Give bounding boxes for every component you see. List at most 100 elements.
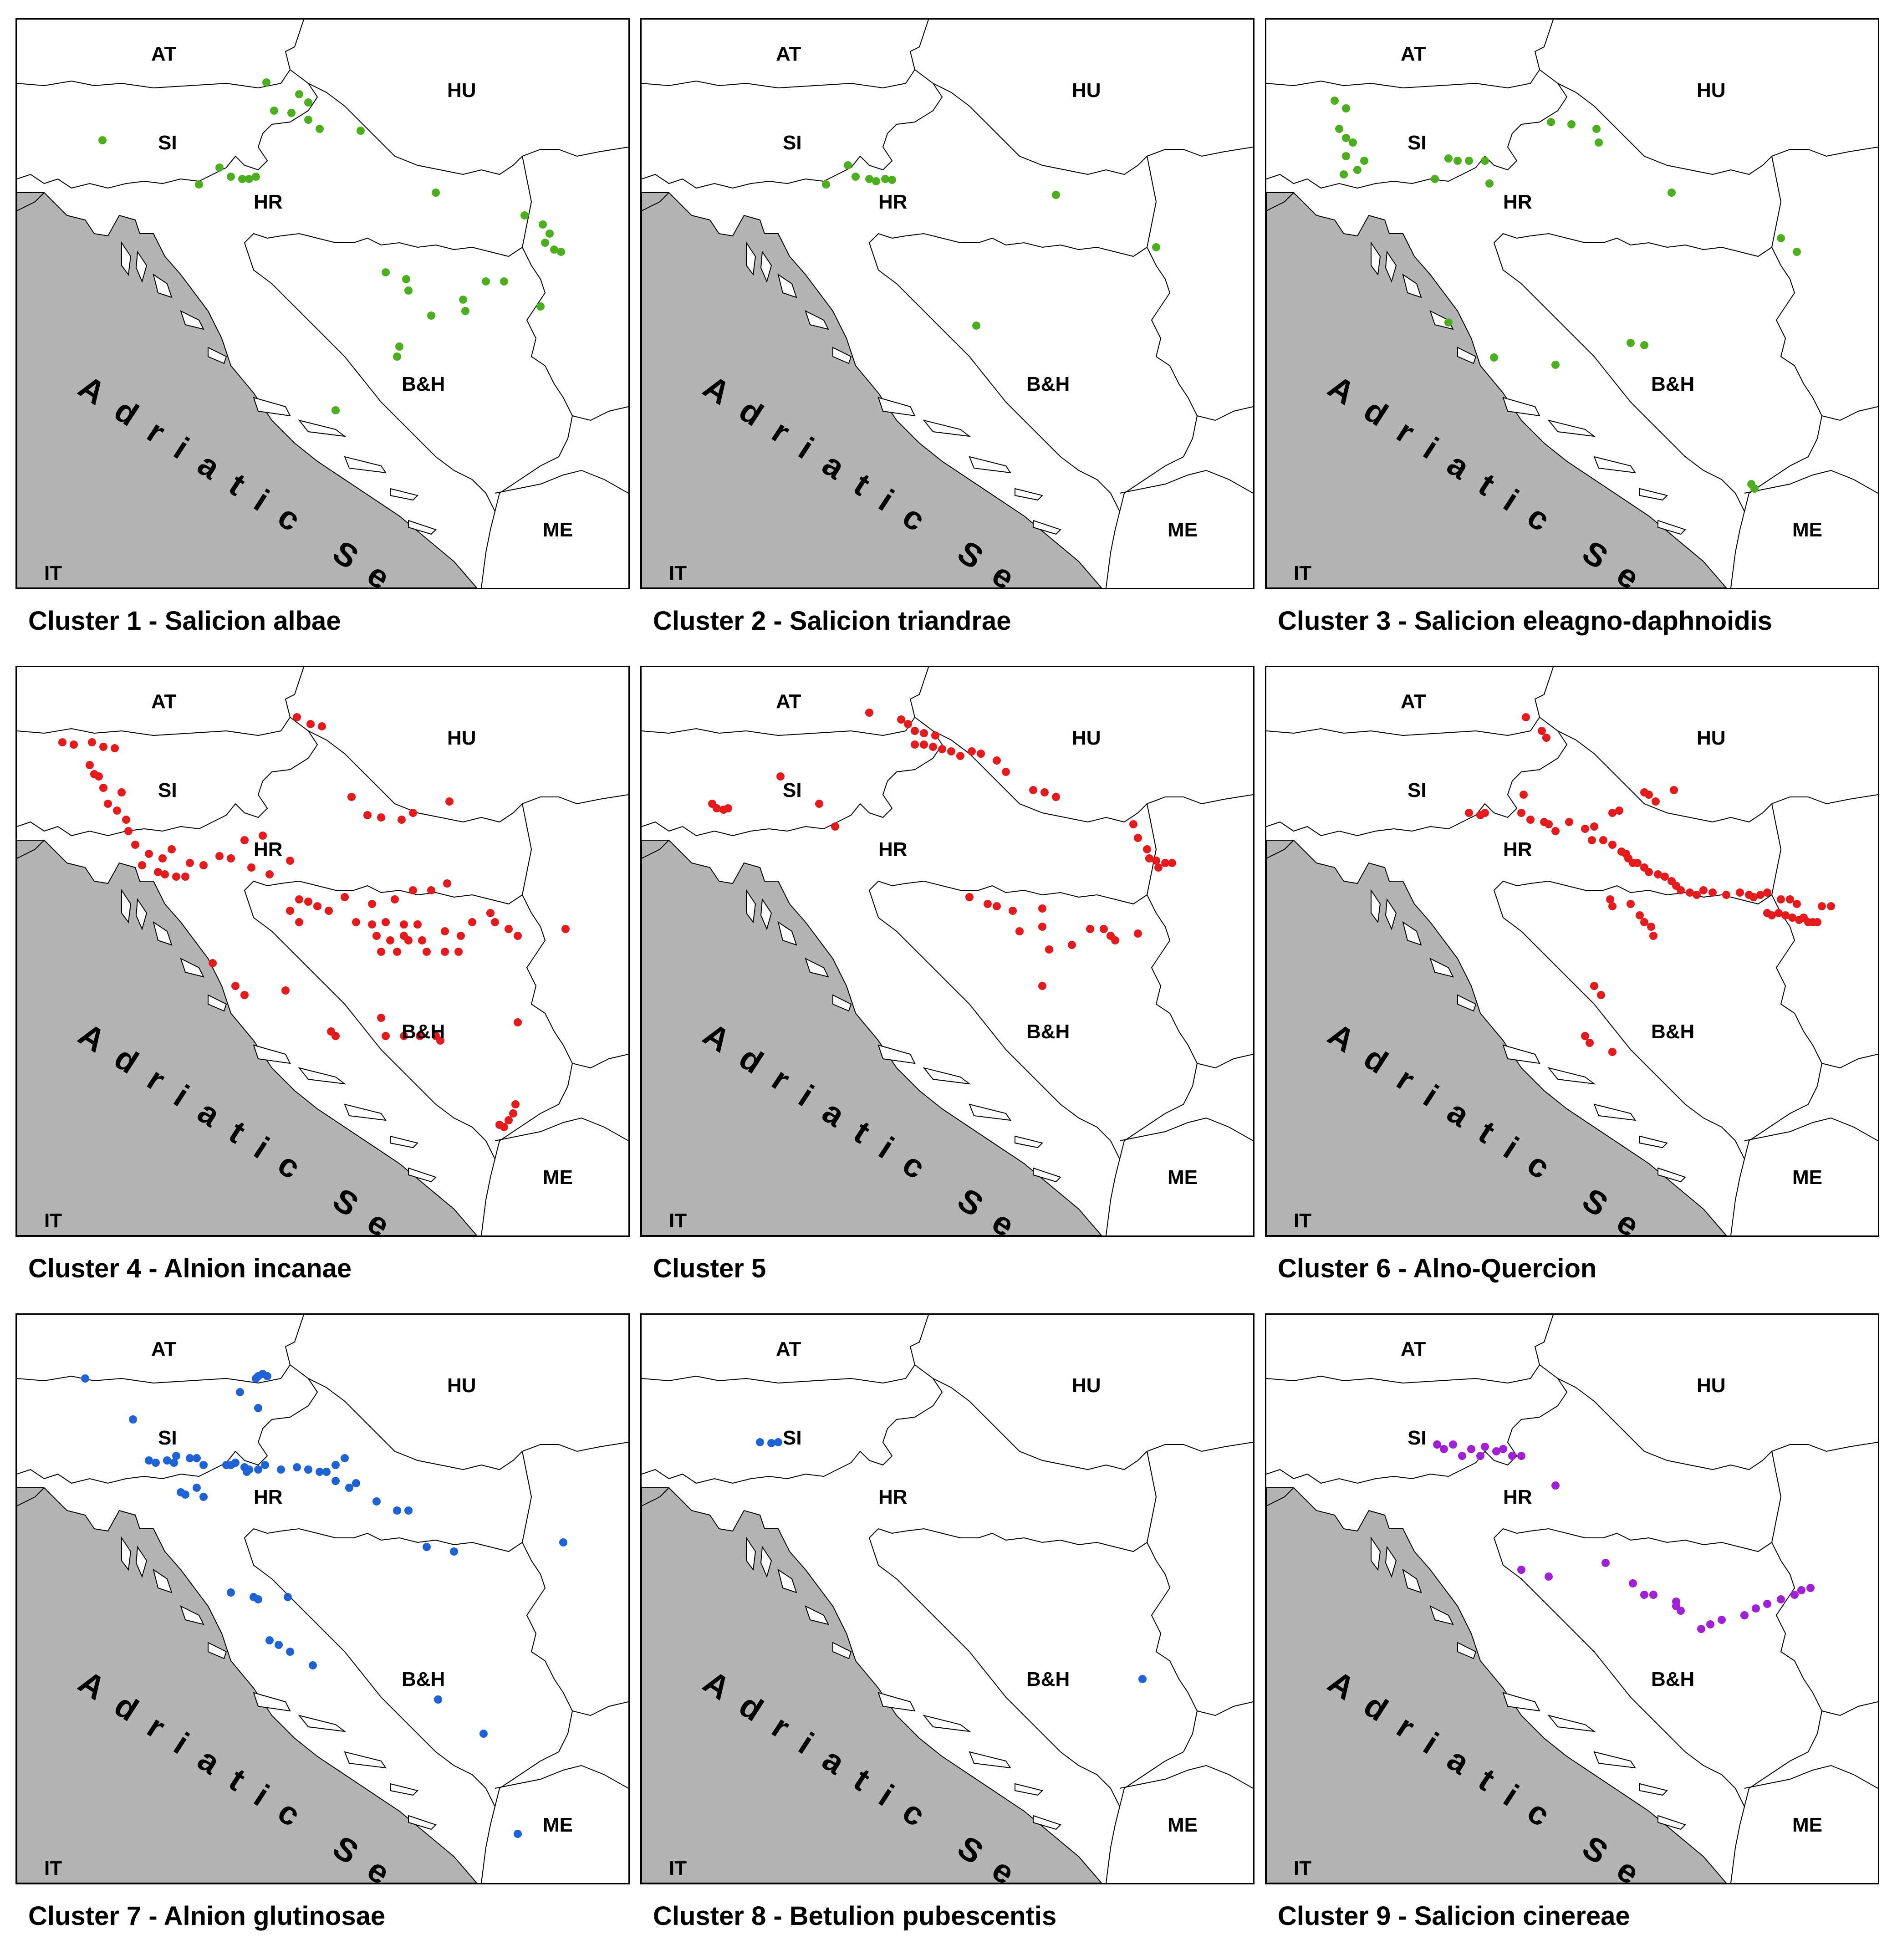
panel-caption: Cluster 3 - Salicion eleagno-daphnoidis [1278, 606, 1773, 636]
occurrence-point [509, 1109, 517, 1118]
occurrence-point [1508, 1452, 1516, 1460]
occurrence-point [286, 857, 294, 865]
label-bh: B&H [1026, 1021, 1070, 1043]
occurrence-point [1777, 234, 1785, 242]
occurrence-point [238, 175, 246, 183]
occurrence-point [240, 991, 249, 999]
occurrence-point [227, 854, 235, 863]
occurrence-point [1331, 97, 1339, 105]
label-hu: HU [447, 79, 476, 102]
occurrence-point [382, 918, 390, 926]
occurrence-point [138, 861, 146, 869]
occurrence-point [1335, 125, 1343, 133]
occurrence-point [1490, 353, 1498, 362]
occurrence-point [404, 936, 413, 944]
occurrence-point [382, 1032, 390, 1040]
panel-caption: Cluster 9 - Salicion cinereae [1278, 1901, 1630, 1931]
occurrence-point [1547, 118, 1555, 126]
occurrence-point [1581, 825, 1589, 833]
label-hr: HR [1503, 1486, 1532, 1508]
occurrence-point [514, 1830, 522, 1838]
occurrence-point [99, 743, 107, 751]
label-si: SI [783, 1427, 802, 1449]
label-bh: B&H [1651, 1668, 1694, 1690]
occurrence-point [1806, 1584, 1815, 1592]
label-si: SI [1408, 779, 1427, 801]
occurrence-point [1752, 1604, 1760, 1613]
occurrence-point [345, 1484, 353, 1492]
occurrence-point [295, 90, 303, 98]
occurrence-point [1629, 1579, 1637, 1587]
label-si: SI [783, 132, 802, 154]
map-panel-7: AT HU SI HR B&H ME IT Adriatic Sea Clust… [15, 1313, 630, 1960]
occurrence-point [1601, 1559, 1610, 1567]
occurrence-point [436, 1036, 444, 1045]
occurrence-point [295, 895, 303, 903]
occurrence-point [331, 406, 340, 414]
occurrence-point [1592, 125, 1601, 133]
occurrence-points [822, 161, 1160, 330]
occurrence-point [1444, 154, 1453, 163]
occurrence-point [104, 800, 112, 808]
occurrence-point [1100, 925, 1108, 933]
occurrence-point [1052, 191, 1060, 199]
occurrence-point [352, 918, 360, 926]
occurrence-point [1015, 927, 1024, 935]
label-hr: HR [878, 838, 908, 861]
map-panel-8: AT HU SI HR B&H ME IT Adriatic Sea Clust… [640, 1313, 1255, 1960]
map-frame: AT HU SI HR B&H ME IT Adriatic Sea [640, 666, 1255, 1237]
label-hu: HU [1072, 1374, 1101, 1397]
label-hr: HR [1503, 838, 1532, 861]
label-it: IT [669, 562, 687, 584]
occurrence-point [559, 1538, 567, 1547]
occurrence-point [395, 342, 403, 351]
label-me: ME [1792, 1166, 1822, 1189]
label-it: IT [44, 562, 62, 584]
occurrence-point [111, 744, 119, 752]
occurrence-point [461, 307, 469, 315]
occurrence-point [1777, 1595, 1785, 1603]
occurrence-point [1052, 793, 1060, 801]
occurrence-point [158, 854, 167, 863]
label-si: SI [158, 779, 177, 801]
occurrence-point [1781, 911, 1790, 919]
occurrence-point [1340, 170, 1348, 179]
occurrence-point [1481, 1443, 1489, 1451]
map-svg: AT HU SI HR B&H ME IT Adriatic Sea [17, 20, 628, 588]
map-svg: AT HU SI HR B&H ME IT Adriatic Sea [1266, 1315, 1878, 1883]
label-hr: HR [1503, 191, 1532, 213]
occurrence-point [486, 909, 495, 917]
occurrence-point [416, 1032, 424, 1040]
occurrence-point [1768, 911, 1776, 919]
label-at: AT [776, 690, 801, 713]
label-it: IT [44, 1857, 62, 1879]
occurrence-point [199, 861, 208, 869]
label-bh: B&H [1651, 373, 1694, 395]
occurrence-point [441, 948, 449, 956]
panel-caption: Cluster 8 - Betulion pubescentis [653, 1901, 1057, 1931]
map-svg: AT HU SI HR B&H ME IT Adriatic Sea [642, 20, 1253, 588]
occurrence-point [972, 322, 980, 330]
occurrence-point [240, 836, 249, 844]
occurrence-point [363, 811, 372, 819]
occurrence-point [259, 832, 267, 840]
occurrence-point [1588, 836, 1596, 844]
occurrence-point [427, 311, 435, 320]
label-me: ME [1792, 1814, 1822, 1836]
occurrence-point [965, 893, 974, 901]
occurrence-point [372, 932, 381, 940]
occurrence-point [400, 920, 408, 929]
occurrence-point [245, 1465, 253, 1474]
occurrence-point [1349, 138, 1357, 147]
occurrence-point [1599, 836, 1607, 844]
occurrence-point [1517, 1566, 1525, 1574]
occurrence-point [306, 720, 315, 728]
label-hr: HR [254, 191, 283, 213]
occurrence-point [1154, 863, 1163, 872]
occurrence-point [1627, 339, 1635, 347]
label-hr: HR [878, 1486, 908, 1508]
occurrence-point [968, 747, 976, 755]
occurrence-point [1797, 1586, 1805, 1594]
occurrence-point [774, 1438, 782, 1446]
occurrence-point [1161, 859, 1169, 867]
